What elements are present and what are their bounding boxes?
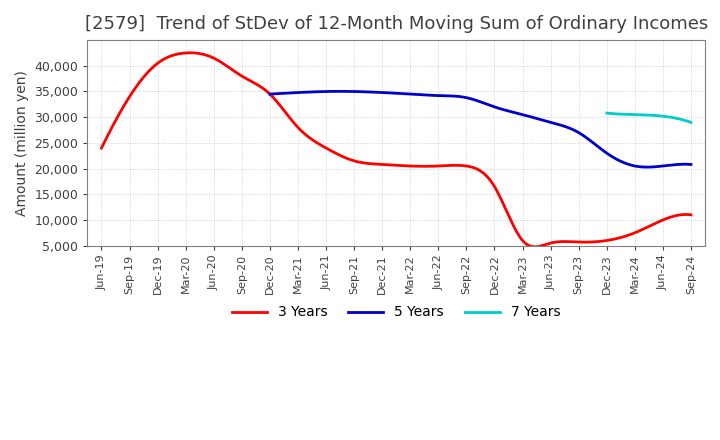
7 Years (687, 120, 696, 125)
3 Years (448, 163, 456, 168)
5 Years (518, 112, 526, 117)
Line: 5 Years: 5 Years (270, 92, 691, 167)
3 Years (531, 244, 539, 249)
5 Years (267, 92, 276, 97)
3 Years (99, 141, 108, 147)
7 Years (652, 113, 661, 118)
3 Years (450, 163, 459, 168)
Legend: 3 Years, 5 Years, 7 Years: 3 Years, 5 Years, 7 Years (227, 300, 566, 325)
3 Years (186, 50, 194, 55)
7 Years (603, 110, 611, 116)
7 Years (679, 117, 688, 122)
Title: [2579]  Trend of StDev of 12-Month Moving Sum of Ordinary Incomes: [2579] Trend of StDev of 12-Month Moving… (85, 15, 708, 33)
5 Years (336, 89, 345, 94)
7 Years (652, 113, 661, 118)
7 Years (673, 116, 682, 121)
3 Years (687, 212, 696, 217)
Line: 3 Years: 3 Years (102, 53, 691, 247)
5 Years (266, 92, 274, 97)
3 Years (598, 238, 606, 244)
7 Years (603, 110, 611, 116)
5 Years (525, 114, 534, 119)
5 Years (643, 165, 652, 170)
5 Years (650, 164, 659, 169)
Y-axis label: Amount (million yen): Amount (million yen) (15, 70, 29, 216)
5 Years (687, 162, 696, 167)
5 Years (622, 161, 631, 166)
5 Years (516, 111, 525, 117)
Line: 7 Years: 7 Years (607, 113, 691, 122)
3 Years (97, 145, 106, 150)
3 Years (635, 228, 644, 233)
3 Years (460, 163, 469, 169)
7 Years (654, 113, 662, 118)
